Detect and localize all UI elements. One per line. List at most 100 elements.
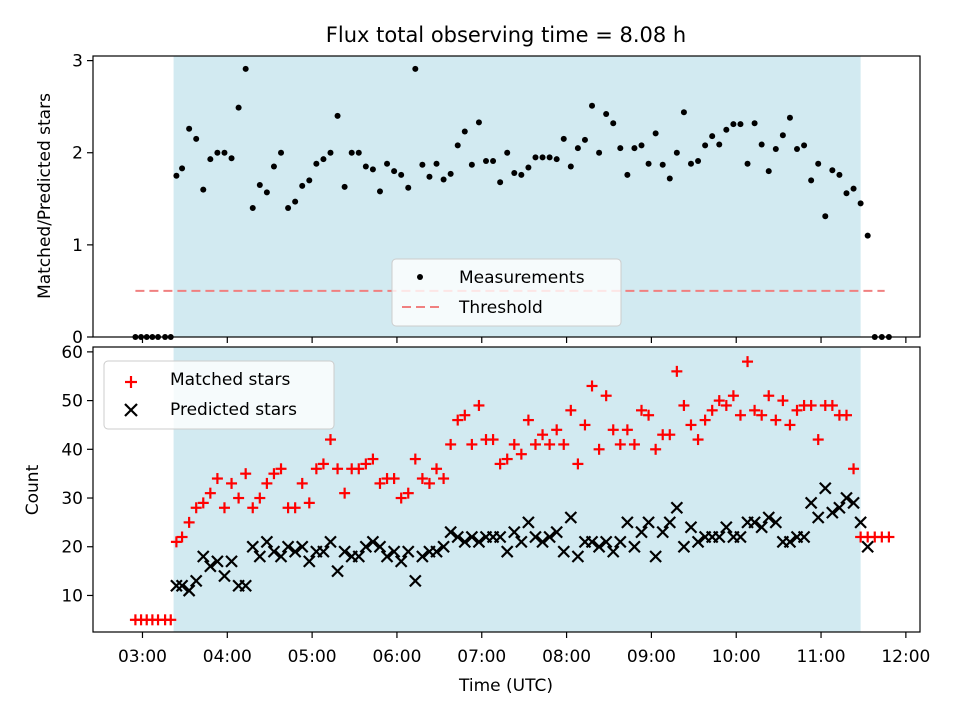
predicted-star-marker — [684, 520, 698, 534]
bottom-y-tick-label: 20 — [61, 538, 83, 558]
matched-star-marker — [423, 477, 435, 489]
measurement-point — [702, 142, 709, 149]
matched-star-marker — [289, 502, 301, 514]
predicted-star-marker — [500, 545, 514, 558]
measurement-point — [419, 161, 426, 168]
measurement-point — [532, 154, 539, 161]
predicted-star-marker — [811, 511, 825, 524]
measurement-point — [829, 167, 836, 174]
measurement-point — [815, 160, 822, 167]
x-tick-label: 05:00 — [288, 647, 337, 667]
bottom-y-axis-label: Count — [23, 464, 43, 515]
bottom-x-axis-ticks: 03:00 04:00 05:00 06:00 07:00 08:00 09:00 10:00… — [118, 632, 930, 667]
legend-label-matched: Matched stars — [170, 370, 290, 390]
matched-star-marker — [197, 497, 209, 509]
matched-star-marker — [233, 492, 245, 504]
measurement-point — [603, 111, 610, 118]
measurement-point — [497, 179, 504, 186]
predicted-star-marker — [663, 516, 677, 529]
predicted-star-marker — [437, 540, 450, 554]
predicted-star-marker — [225, 555, 238, 568]
predicted-star-marker — [359, 540, 373, 554]
matched-star-marker — [218, 502, 230, 514]
matched-star-marker — [431, 463, 443, 475]
matched-star-marker — [317, 458, 329, 470]
matched-stars-points — [129, 356, 895, 626]
measurement-point — [490, 158, 497, 165]
predicted-star-marker — [614, 535, 627, 549]
x-tick-label: 12:00 — [881, 647, 930, 667]
top-legend: Measurements Threshold — [391, 258, 622, 327]
matched-star-marker — [254, 492, 266, 504]
predicted-star-marker — [324, 535, 337, 549]
matched-star-marker — [791, 404, 803, 416]
measurement-point — [504, 149, 511, 156]
predicted-star-marker — [444, 525, 457, 539]
predicted-star-marker — [585, 535, 599, 549]
measurement-point — [483, 158, 490, 165]
matched-star-marker — [805, 399, 817, 411]
measurement-point — [518, 171, 525, 178]
predicted-star-marker — [847, 496, 860, 510]
legend-label-measurements: Measurements — [459, 268, 585, 288]
measurement-point — [687, 160, 694, 167]
matched-star-marker — [247, 502, 259, 514]
predicted-star-marker — [416, 550, 429, 563]
measurement-point — [666, 175, 673, 182]
matched-star-marker — [275, 463, 287, 475]
measurement-point — [376, 188, 383, 195]
matched-star-marker — [600, 390, 612, 402]
predicted-star-marker — [493, 530, 507, 544]
measurement-point — [468, 161, 475, 168]
predicted-star-marker — [515, 535, 528, 549]
measurement-point — [737, 121, 744, 128]
legend-marker-matched — [125, 376, 137, 388]
predicted-star-marker — [691, 535, 705, 549]
matched-star-marker — [727, 390, 739, 402]
matched-star-marker — [438, 473, 450, 485]
measurement-point — [313, 160, 320, 167]
measurement-point — [334, 112, 341, 119]
matched-star-marker — [579, 419, 591, 431]
matched-star-marker — [459, 409, 471, 421]
predicted-star-marker — [182, 584, 196, 597]
measurement-points — [132, 65, 892, 340]
matched-star-marker — [784, 419, 796, 431]
measurement-point — [186, 125, 193, 132]
predicted-stars-points — [170, 482, 874, 597]
x-axis-label: Time (UTC) — [458, 676, 553, 696]
matched-star-marker — [402, 487, 414, 499]
matched-star-marker — [614, 438, 626, 450]
predicted-star-marker — [196, 550, 210, 563]
predicted-star-marker — [409, 574, 422, 588]
measurement-point — [306, 177, 313, 184]
measurement-point — [716, 141, 723, 148]
matched-star-marker — [593, 443, 605, 455]
measurement-point — [695, 158, 702, 165]
bottom-y-tick-label: 50 — [61, 392, 83, 412]
matched-star-marker — [487, 434, 499, 446]
measurement-point — [214, 149, 221, 156]
top-y-tick-label: 2 — [72, 144, 83, 164]
measurement-point — [786, 114, 793, 121]
predicted-star-marker — [649, 550, 662, 563]
measurement-point — [440, 176, 447, 183]
predicted-star-marker — [833, 501, 846, 515]
matched-star-marker — [261, 477, 273, 489]
measurement-point — [751, 120, 758, 127]
matched-star-marker — [607, 424, 619, 436]
measurement-point — [680, 109, 687, 116]
measurement-point — [193, 135, 200, 142]
matched-star-marker — [190, 502, 202, 514]
top-y-tick-label: 3 — [72, 52, 83, 72]
matched-star-marker — [720, 399, 732, 411]
predicted-star-marker — [253, 550, 267, 563]
predicted-star-marker — [387, 545, 401, 558]
matched-star-marker — [572, 458, 584, 470]
predicted-star-marker — [769, 516, 783, 529]
predicted-star-marker — [451, 530, 465, 544]
predicted-star-marker — [472, 535, 486, 549]
measurement-point — [539, 154, 546, 161]
x-tick-label: 03:00 — [118, 647, 167, 667]
